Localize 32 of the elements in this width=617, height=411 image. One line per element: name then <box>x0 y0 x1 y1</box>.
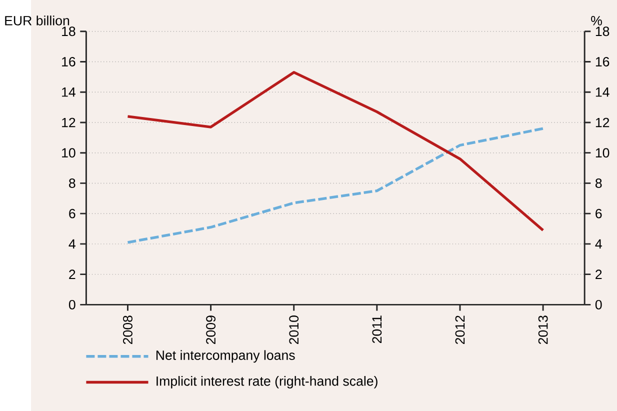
y-tick-label: 0 <box>68 300 76 310</box>
x-tick-label: 2008 <box>123 316 132 344</box>
legend-label: Implicit interest rate (right-hand scale) <box>156 376 378 388</box>
x-tick-label: 2009 <box>206 316 216 344</box>
legend-label: Net intercompany loans <box>156 350 295 362</box>
y-axis-title: EUR billion <box>5 15 70 26</box>
y2-tick-label: 14 <box>596 87 610 97</box>
y2-tick-label: 12 <box>596 118 610 128</box>
y-tick-label: 2 <box>69 270 76 279</box>
y2-tick-label: 10 <box>596 148 610 158</box>
y2-tick-label: 8 <box>595 178 602 188</box>
y2-tick-label: 0 <box>595 300 602 310</box>
y2-tick-label: 6 <box>596 208 602 218</box>
y2-tick-label: 2 <box>596 270 602 279</box>
y-tick-label: 6 <box>69 208 76 218</box>
y2-axis-title: % <box>591 16 602 26</box>
y2-tick-label: 16 <box>596 56 610 66</box>
y2-tick-label: 18 <box>596 26 610 36</box>
y-tick-label: 12 <box>62 118 76 128</box>
y-tick-label: 4 <box>68 239 76 248</box>
y-tick-label: 14 <box>62 87 76 97</box>
line-series <box>126 127 544 244</box>
x-tick-label: 2010 <box>289 315 299 344</box>
y-tick-label: 10 <box>62 148 76 158</box>
line-series <box>126 70 544 232</box>
y-tick-label: 16 <box>62 56 76 66</box>
x-tick-label: 2012 <box>455 316 465 344</box>
y-tick-label: 8 <box>69 178 76 188</box>
x-tick-label: 2011 <box>372 316 382 343</box>
x-tick-label: 2013 <box>538 316 548 344</box>
y-tick-label: 18 <box>62 26 76 36</box>
y2-tick-label: 4 <box>595 239 602 248</box>
